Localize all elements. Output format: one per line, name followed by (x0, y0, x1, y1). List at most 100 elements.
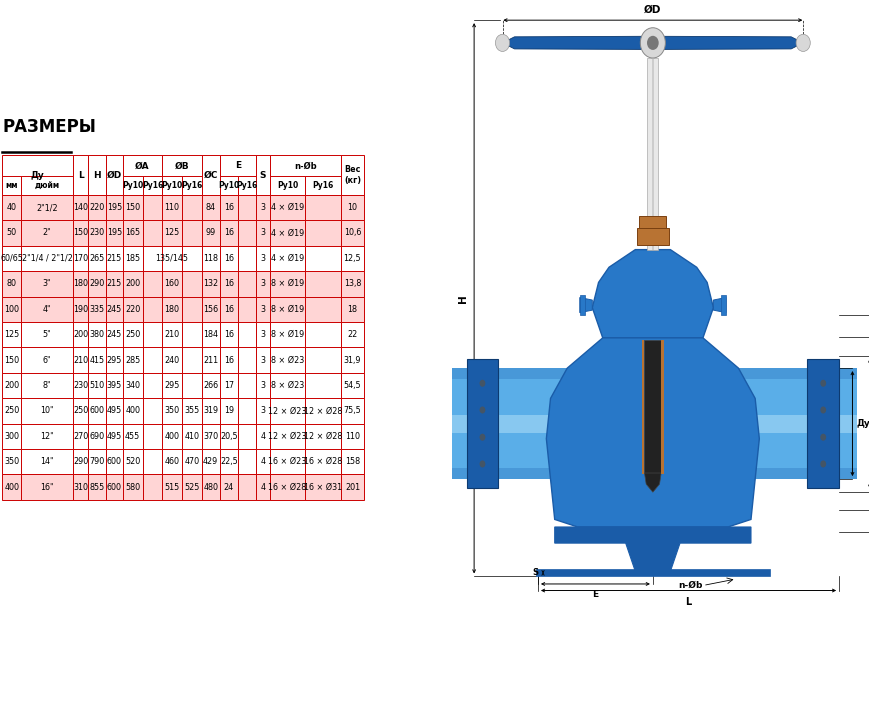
Text: 16: 16 (223, 305, 234, 313)
Bar (202, 297, 220, 322)
Text: 4: 4 (260, 457, 265, 466)
Text: 50: 50 (7, 229, 17, 237)
Bar (255, 347, 269, 373)
Circle shape (819, 433, 826, 441)
Bar (89, 322, 105, 347)
Text: 240: 240 (164, 356, 179, 364)
Bar (182, 271, 202, 297)
Text: 410: 410 (184, 432, 199, 441)
Text: 525: 525 (184, 483, 199, 491)
Bar (305, 220, 341, 246)
Text: 460: 460 (164, 457, 179, 466)
Bar (720, 295, 725, 315)
Bar (143, 424, 162, 449)
Text: 600: 600 (107, 483, 122, 491)
Text: 5": 5" (43, 330, 51, 339)
Bar (202, 155, 220, 195)
Text: 300: 300 (4, 432, 19, 441)
Bar (220, 373, 237, 398)
Bar (220, 195, 237, 220)
Bar (237, 220, 255, 246)
Bar (21, 176, 73, 195)
Bar (255, 195, 269, 220)
Text: РАЗМЕРЫ: РАЗМЕРЫ (3, 118, 96, 136)
Bar (237, 297, 255, 322)
Bar (220, 271, 237, 297)
Text: 13,8: 13,8 (343, 280, 361, 288)
Bar (123, 220, 143, 246)
Text: Ру10: Ру10 (218, 181, 239, 190)
Text: 156: 156 (202, 305, 218, 313)
Bar (237, 176, 255, 195)
Bar (269, 155, 341, 176)
Bar (341, 347, 364, 373)
Text: Ру16: Ру16 (236, 181, 257, 190)
Text: 201: 201 (344, 483, 360, 491)
Bar (123, 271, 143, 297)
Text: 400: 400 (164, 432, 179, 441)
Bar (3, 398, 21, 424)
Text: 3: 3 (260, 381, 265, 390)
Bar (162, 449, 182, 474)
Bar (123, 155, 162, 176)
Bar (448, 368, 857, 379)
Bar (341, 246, 364, 271)
Text: 16: 16 (223, 356, 234, 364)
Bar (105, 246, 123, 271)
Bar (162, 347, 182, 373)
Bar (341, 449, 364, 474)
Text: 84: 84 (205, 203, 216, 212)
Bar (73, 322, 89, 347)
Bar (143, 398, 162, 424)
Bar (105, 474, 123, 500)
Bar (220, 220, 237, 246)
Text: 180: 180 (164, 305, 179, 313)
Circle shape (479, 433, 485, 441)
Text: 4: 4 (260, 483, 265, 491)
Text: 16: 16 (223, 229, 234, 237)
Bar (220, 449, 237, 474)
Text: 150: 150 (73, 229, 88, 237)
Bar (182, 322, 202, 347)
Text: 19: 19 (223, 407, 234, 415)
Bar (105, 424, 123, 449)
Text: 310: 310 (73, 483, 88, 491)
Text: 24: 24 (223, 483, 234, 491)
Text: 110: 110 (344, 432, 360, 441)
Bar (162, 220, 182, 246)
Text: 200: 200 (125, 280, 140, 288)
Text: 415: 415 (90, 356, 104, 364)
Bar (162, 155, 202, 176)
Text: 290: 290 (90, 280, 104, 288)
Circle shape (479, 407, 485, 414)
Bar (660, 340, 663, 474)
Text: 370: 370 (202, 432, 218, 441)
Bar (73, 398, 89, 424)
Text: 215: 215 (107, 280, 122, 288)
Polygon shape (644, 473, 660, 492)
Bar (21, 322, 73, 347)
Bar (123, 424, 143, 449)
Bar (21, 373, 73, 398)
Text: 18: 18 (347, 305, 357, 313)
Bar (448, 468, 857, 479)
Bar (3, 474, 21, 500)
Circle shape (819, 460, 826, 467)
Bar (162, 176, 182, 195)
Bar (182, 474, 202, 500)
Bar (305, 297, 341, 322)
Bar (220, 155, 255, 176)
Bar (143, 220, 162, 246)
Bar (3, 176, 21, 195)
Bar (255, 424, 269, 449)
Text: 350: 350 (4, 457, 19, 466)
Text: Ру10: Ру10 (122, 181, 143, 190)
Text: 16: 16 (223, 254, 234, 263)
Bar (255, 246, 269, 271)
Bar (182, 297, 202, 322)
Text: 10: 10 (347, 203, 357, 212)
Bar (162, 398, 182, 424)
Bar (3, 271, 21, 297)
Text: Ру16: Ру16 (312, 181, 333, 190)
Text: 3: 3 (260, 330, 265, 339)
